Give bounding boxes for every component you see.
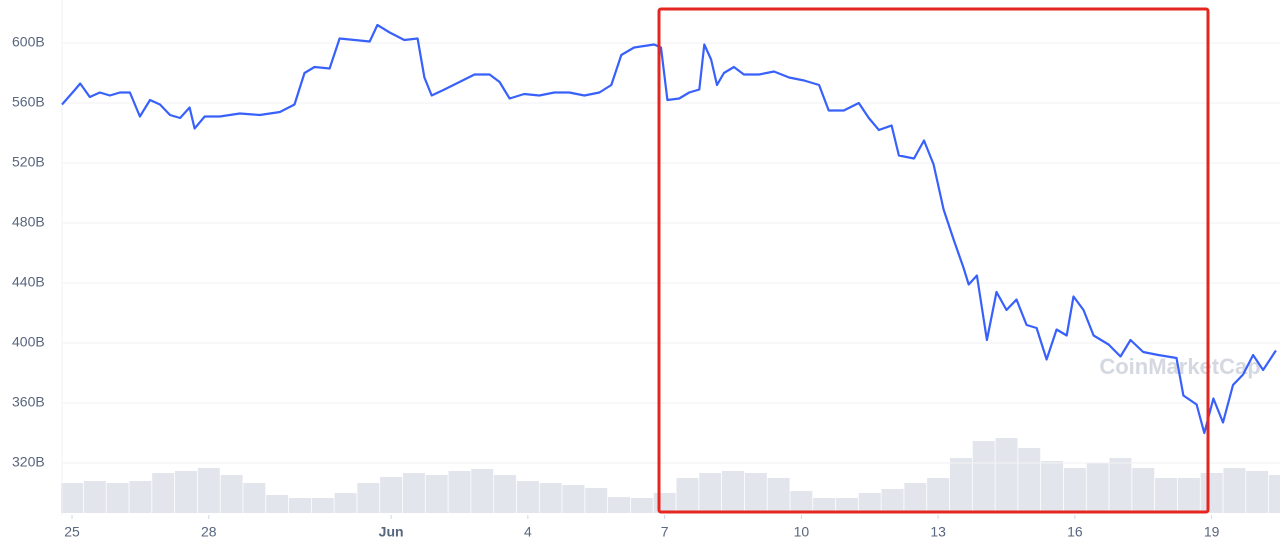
volume-bar [744,473,767,513]
volume-layer [61,438,1280,513]
volume-bar [288,498,311,513]
y-tick-label: 480B [12,214,45,230]
volume-bar [357,483,380,513]
volume-bar [539,483,562,513]
volume-bar [129,481,152,513]
volume-bar [266,495,289,513]
x-tick-label: 7 [661,524,669,540]
volume-bar [494,475,517,513]
volume-bar [699,473,722,513]
volume-bar [243,483,266,513]
y-tick-label: 360B [12,394,45,410]
volume-bar [995,438,1018,513]
x-tick-label: 19 [1204,524,1220,540]
volume-bar [448,471,471,513]
y-tick-label: 320B [12,454,45,470]
x-tick-label: 25 [64,524,80,540]
volume-bar [471,469,494,513]
y-tick-label: 400B [12,334,45,350]
volume-bar [174,471,197,513]
volume-bar [608,497,631,513]
volume-bar [1132,468,1155,513]
volume-bar [767,478,790,513]
volume-bar [881,489,904,513]
volume-bar [972,441,995,513]
volume-bar [1063,468,1086,513]
volume-bar [721,471,744,513]
y-tick-label: 440B [12,274,45,290]
volume-bar [61,483,84,513]
volume-bar [949,458,972,513]
volume-bar [904,483,927,513]
volume-bar [1246,471,1269,513]
volume-bar [562,485,585,513]
volume-bar [1155,478,1178,513]
volume-bar [1041,461,1064,513]
volume-bar [835,498,858,513]
x-tick-label: 4 [524,524,532,540]
x-tick-label: 10 [794,524,810,540]
grid-layer: 320B 360B 400B 440B 480B 520B 560B 600B 25 28 Jun 4… [12,0,1280,540]
volume-bar [106,483,129,513]
volume-bar [425,475,448,513]
volume-bar [585,488,608,513]
volume-bar [790,491,813,513]
volume-bar [1269,475,1280,513]
volume-bar [380,477,403,513]
volume-bar [152,473,175,513]
x-tick-label: Jun [379,524,404,540]
highlight-box [657,7,1210,514]
volume-bar [927,478,950,513]
volume-bar [220,475,243,513]
x-tick-label: 28 [201,524,217,540]
volume-bar [83,481,106,513]
volume-bar [516,481,539,513]
y-tick-label: 560B [12,94,45,110]
price-line [61,23,1277,435]
volume-bar [1223,468,1246,513]
volume-bar [1086,463,1109,513]
line-layer [61,23,1277,435]
y-tick-label: 520B [12,154,45,170]
volume-bar [1109,458,1132,513]
volume-bar [1018,448,1041,513]
volume-bar [1177,478,1200,513]
y-tick-label: 600B [12,34,45,50]
volume-bar [402,473,425,513]
volume-bar [311,498,334,513]
x-tick-label: 16 [1067,524,1083,540]
volume-bar [858,493,881,513]
volume-bar [630,498,653,513]
volume-bar [197,468,220,513]
volume-bar [813,498,836,513]
volume-bar [334,493,357,513]
x-tick-label: 13 [930,524,946,540]
volume-bar [676,478,699,513]
volume-bar [1200,473,1223,513]
volume-bar [653,493,676,513]
